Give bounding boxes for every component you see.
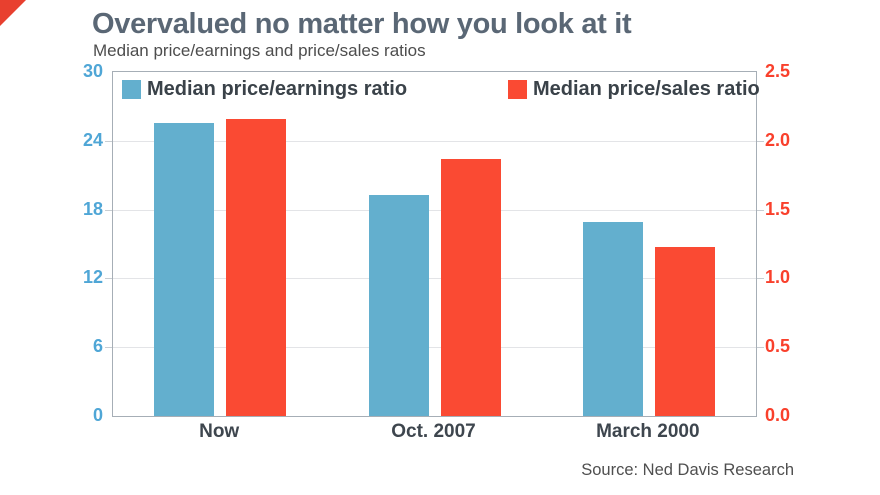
chart-bar-pe[interactable]: [582, 222, 643, 416]
chart-title: Overvalued no matter how you look at it: [92, 8, 632, 40]
gridline: [113, 347, 756, 349]
brand-corner-triangle-icon: [0, 0, 26, 26]
chart-bar-ps[interactable]: [226, 118, 287, 416]
right-axis-tick-label: 1.0: [765, 267, 791, 288]
axis-tick-right: [757, 347, 764, 349]
right-axis-tick-label: 2.5: [765, 61, 791, 81]
right-axis-tick-label: 1.5: [765, 198, 791, 219]
gridline: [113, 209, 756, 211]
right-axis-tick-label: 0.5: [765, 336, 791, 357]
left-axis-tick-label: 18: [82, 198, 103, 219]
axis-tick-left: [105, 347, 112, 349]
legend-swatch-icon: [508, 80, 527, 99]
axis-tick-right: [757, 278, 764, 280]
axis-tick-left: [105, 278, 112, 280]
left-axis-tick-label: 6: [92, 336, 103, 357]
gridline: [113, 278, 756, 280]
legend-item-pe[interactable]: Median price/earnings ratio: [122, 78, 407, 101]
axis-tick-left: [105, 209, 112, 211]
left-axis-tick-label: 30: [82, 61, 103, 81]
chart-subtitle: Median price/earnings and price/sales ra…: [93, 41, 426, 60]
legend-label: Median price/earnings ratio: [147, 78, 408, 100]
gridline: [113, 140, 756, 142]
category-label: March 2000: [596, 421, 700, 442]
chart-bar-pe[interactable]: [368, 194, 429, 416]
axis-tick-right: [757, 140, 764, 142]
category-label: Now: [199, 421, 240, 442]
right-axis-tick-label: 0.0: [765, 405, 791, 425]
source-note: Source: Ned Davis Research: [581, 461, 794, 479]
left-axis-tick-label: 0: [92, 405, 103, 425]
axis-tick-right: [757, 209, 764, 211]
chart-bar-ps[interactable]: [440, 158, 501, 416]
category-label: Oct. 2007: [391, 421, 476, 442]
legend-swatch-icon: [122, 80, 141, 99]
left-axis-tick-label: 24: [82, 129, 103, 150]
right-axis-tick-label: 2.0: [765, 129, 791, 150]
left-axis-tick-label: 12: [82, 267, 103, 288]
legend-item-ps[interactable]: Median price/sales ratio: [508, 78, 760, 101]
legend-label: Median price/sales ratio: [533, 78, 760, 100]
plot-area: Median price/earnings ratio Median price/…: [105, 71, 764, 417]
chart-bar-ps[interactable]: [654, 246, 715, 416]
axis-tick-left: [105, 140, 112, 142]
chart-bar-pe[interactable]: [154, 122, 215, 416]
